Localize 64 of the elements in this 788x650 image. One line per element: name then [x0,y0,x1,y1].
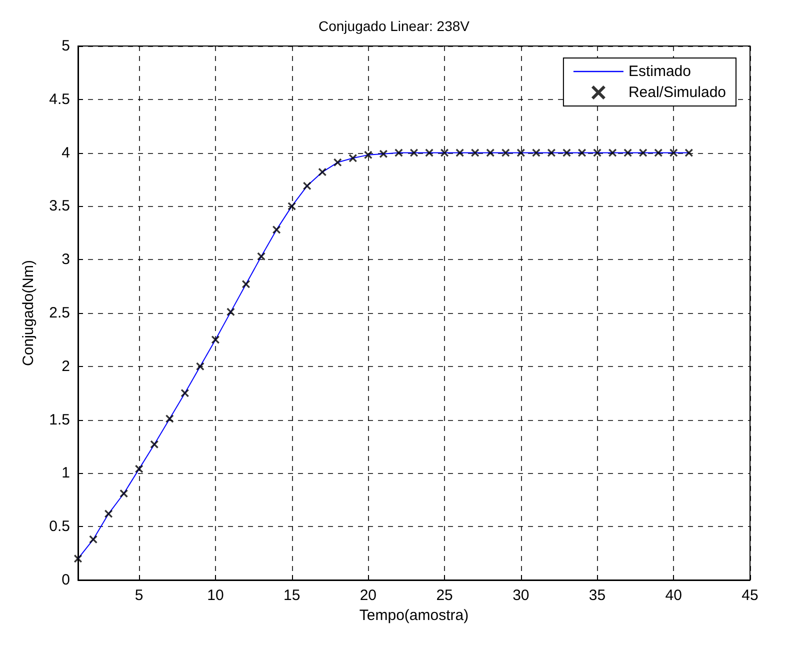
x-tick-label: 20 [360,587,377,604]
point [639,148,648,157]
point [166,414,174,423]
y-tick-label: 0 [62,572,70,588]
point [562,148,571,157]
y-axis-title: Conjugado(Nm) [20,260,37,366]
x-tick-label: 40 [665,587,682,604]
y-tick-label: 3.5 [49,198,70,215]
point [425,148,434,157]
x-tick-label: 45 [742,587,758,604]
point [547,148,556,157]
y-tick-label: 3 [62,251,70,268]
y-tick-label: 2.5 [49,304,70,322]
point [288,202,296,210]
point [440,148,449,157]
y-tick-label: 0.5 [49,518,70,536]
y-tick-label: 4.5 [49,90,70,108]
point [211,336,220,344]
x-tick-label: 30 [512,587,530,604]
point [104,510,113,518]
point [150,440,158,448]
y-tick-label: 1 [62,464,70,482]
point [303,182,312,190]
point [394,148,403,157]
x-tick-label: 5 [134,587,144,604]
point [532,148,540,157]
point [74,554,82,563]
x-tick-label: 25 [436,587,453,604]
point [242,280,250,288]
point [334,158,342,166]
point [486,148,494,157]
point [135,464,144,473]
chart-title: Conjugado Linear: 238V [318,18,470,34]
point [670,148,678,157]
point [471,148,480,157]
y-tick-label: 4 [62,144,70,162]
x-tick-label: 15 [283,587,300,604]
point [516,148,525,157]
x-tick-label: 35 [588,587,606,604]
point [318,168,326,176]
point [654,148,662,157]
point [684,148,693,157]
point [608,148,617,157]
point [257,252,266,260]
point [456,148,464,157]
point [272,226,281,234]
y-tick-label: 5 [62,38,70,54]
y-tick-label: 2 [62,358,70,375]
point [379,150,388,158]
point [196,362,204,370]
point [593,148,602,157]
legend-label: Real/Simulado [628,84,726,101]
point [89,535,98,544]
legend-label: Estimado [628,63,691,80]
y-tick-label: 1.5 [49,411,70,428]
x-tick-label: 10 [207,587,224,604]
point [364,150,372,159]
point [348,154,357,162]
point [502,148,510,157]
point [624,148,632,157]
point [120,489,128,498]
point [226,308,235,316]
point [180,389,189,398]
x-axis-title: Tempo(amostra) [359,607,469,624]
